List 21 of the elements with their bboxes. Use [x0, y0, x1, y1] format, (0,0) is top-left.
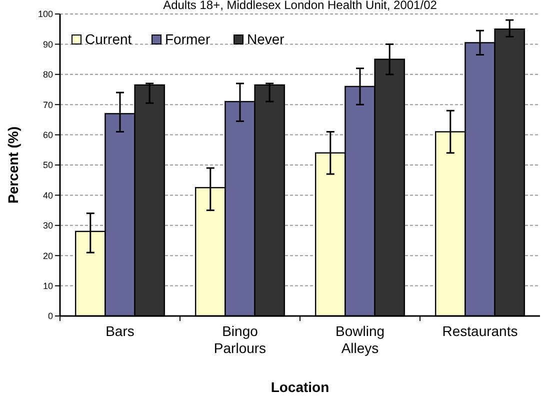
- y-tick-label: 100: [38, 9, 53, 20]
- x-tick-label: Bingo Parlours: [214, 323, 266, 356]
- y-tick-label: 70: [42, 100, 53, 110]
- y-tick-label: 0: [48, 311, 53, 322]
- y-tick-label: 90: [42, 39, 53, 50]
- y-tick-label: 80: [42, 70, 53, 80]
- legend-label: Current: [85, 31, 132, 47]
- x-tick-label: Bars: [106, 323, 134, 339]
- legend-label: Never: [247, 31, 285, 47]
- y-tick-label: 50: [42, 160, 53, 170]
- y-tick-label: 60: [42, 130, 53, 140]
- y-axis-title: Percent (%): [5, 126, 21, 204]
- chart-title: Adults 18+, Middlesex London Health Unit, 2001/02: [163, 0, 438, 12]
- y-tick-label: 30: [42, 220, 53, 231]
- x-tick-label: Bowling Alleys: [335, 323, 385, 356]
- y-tick-label: 40: [42, 190, 53, 200]
- x-tick-label: Restaurants: [442, 323, 518, 339]
- x-axis-title: Location: [270, 379, 330, 395]
- legend-label: Former: [165, 31, 210, 47]
- y-tick-label: 20: [42, 250, 53, 261]
- y-tick-label: 10: [42, 280, 53, 291]
